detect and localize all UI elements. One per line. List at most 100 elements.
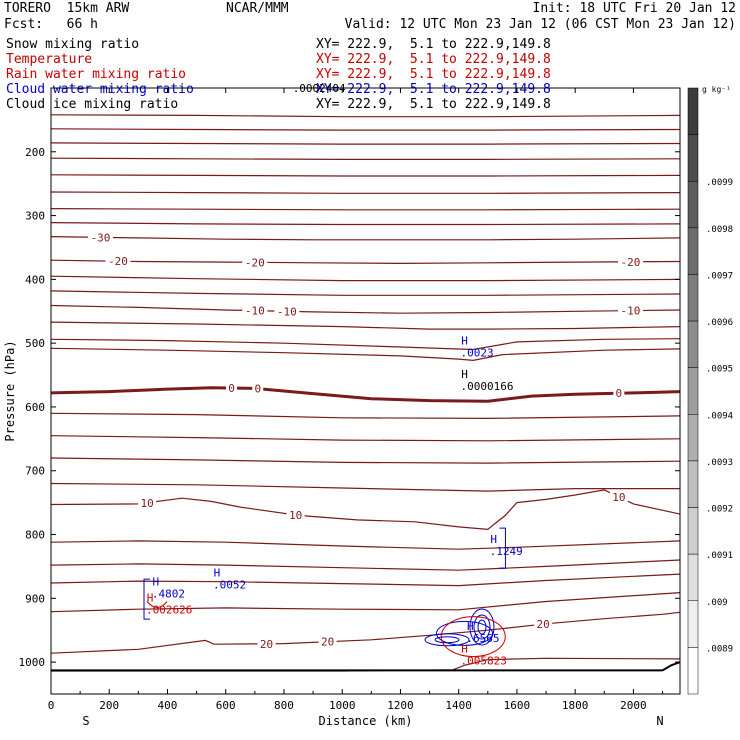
init-time: Init: 18 UTC Fri 20 Jan 12 bbox=[532, 1, 737, 16]
isotherm-line bbox=[50, 386, 681, 403]
y-tick-label: 600 bbox=[25, 401, 45, 414]
maxima-layer: H.0023H.0000166H.1249H.0052H.4802H.00262… bbox=[146, 82, 523, 668]
isotherm-line bbox=[50, 347, 681, 362]
isotherm-line bbox=[50, 540, 681, 550]
isotherm-label: -20 bbox=[108, 255, 128, 268]
colorbar-swatch bbox=[687, 460, 699, 508]
colorbar-label: .0094 bbox=[706, 411, 733, 421]
legend-xy-cloud-ice: XY= 222.9, 5.1 to 222.9,149.8 bbox=[316, 97, 551, 112]
colorbar-label: .0098 bbox=[706, 225, 733, 235]
isotherm-label: 20 bbox=[537, 618, 550, 631]
maximum-marker: H bbox=[461, 643, 468, 656]
y-axis-label: Pressure (hPa) bbox=[3, 340, 17, 441]
maximum-value: .4802 bbox=[152, 588, 185, 601]
x-tick-label: 1000 bbox=[329, 699, 356, 712]
isotherm-line bbox=[50, 457, 681, 464]
colorbar-swatch bbox=[687, 507, 699, 555]
y-tick-label: 400 bbox=[25, 273, 45, 286]
maximum-marker: H bbox=[153, 576, 160, 589]
isotherm-label: -20 bbox=[245, 256, 265, 269]
isotherm-label-mask bbox=[534, 618, 553, 631]
isotherm-line bbox=[50, 142, 681, 145]
isotherm-label: -10 bbox=[621, 305, 641, 318]
y-tick-label: 700 bbox=[25, 465, 45, 478]
maximum-marker: H bbox=[461, 334, 468, 347]
isotherm-label-mask bbox=[252, 382, 264, 395]
legend-label-snow: Snow mixing ratio bbox=[6, 37, 140, 52]
isotherm-line bbox=[50, 611, 681, 654]
legend-xy-cloud-water: XY= 222.9, 5.1 to 222.9,149.8 bbox=[316, 82, 551, 97]
maximum-value: .0052 bbox=[213, 579, 246, 592]
y-tick-label: 200 bbox=[25, 146, 45, 159]
isotherm-label: 20 bbox=[260, 638, 273, 651]
isotherm-label-mask bbox=[257, 637, 276, 650]
y-tick-label: 900 bbox=[25, 592, 45, 605]
isotherm-line bbox=[50, 338, 681, 351]
isotherm-label: 0 bbox=[228, 382, 235, 395]
x-end-label-north: N bbox=[656, 714, 663, 728]
cloud-water-contour bbox=[436, 620, 494, 646]
x-end-label-south: S bbox=[82, 714, 89, 728]
isotherm-line bbox=[50, 222, 681, 226]
isotherm-line bbox=[50, 174, 681, 177]
isotherm-layer: -30 -20 -20 -20 -10 -10 -10 0 0 0 10 10 10 20 20 20 bbox=[50, 114, 681, 672]
colorbar-label: .0097 bbox=[706, 271, 733, 281]
isotherm-label: 0 bbox=[254, 383, 261, 396]
colorbar-label: .009 bbox=[706, 598, 728, 608]
colorbar-swatch bbox=[687, 134, 699, 182]
isotherm-line bbox=[50, 128, 681, 131]
isotherm-label-mask bbox=[609, 490, 628, 503]
isotherm-label-mask bbox=[105, 255, 131, 268]
colorbar-swatch bbox=[687, 600, 699, 648]
terrain-line bbox=[51, 661, 681, 672]
colorbar-swatch bbox=[687, 87, 699, 135]
colorbar-swatch bbox=[687, 367, 699, 415]
colorbar-swatch bbox=[687, 274, 699, 322]
colorbar-swatch bbox=[687, 227, 699, 275]
cloud-water-contour bbox=[469, 608, 495, 646]
isotherm-label: -10 bbox=[277, 305, 297, 318]
maximum-marker: H bbox=[467, 620, 474, 633]
isotherm-label-mask bbox=[88, 231, 114, 244]
isotherm-line bbox=[50, 321, 681, 330]
isotherm-label-mask bbox=[242, 304, 268, 317]
isotherm-line bbox=[50, 559, 681, 571]
isotherm-line bbox=[50, 435, 681, 442]
legend-label-rain: Rain water mixing ratio bbox=[6, 67, 187, 82]
legend-label-cloud-ice: Cloud ice mixing ratio bbox=[6, 97, 179, 112]
maximum-value: .0000166 bbox=[461, 380, 514, 393]
legend-xy-snow: XY= 222.9, 5.1 to 222.9,149.8 bbox=[316, 37, 551, 52]
axes-layer: 0 200 400 600 800 1000 1200 1400 1600 1800 2000200… bbox=[3, 87, 681, 728]
isotherm-label-mask bbox=[286, 508, 305, 521]
cloud-water-contour bbox=[424, 633, 470, 647]
x-tick-label: 1800 bbox=[562, 699, 589, 712]
hydrometeor-contour-layer bbox=[143, 527, 506, 658]
isotherm-label: 20 bbox=[321, 636, 334, 649]
x-tick-label: 800 bbox=[274, 699, 294, 712]
legend-label-temperature: Temperature bbox=[6, 52, 93, 67]
isotherm-line bbox=[50, 259, 681, 265]
cloud-water-contour bbox=[499, 527, 506, 569]
y-tick-label: 800 bbox=[25, 529, 45, 542]
valid-time: Valid: 12 UTC Mon 23 Jan 12 (06 CST Mon … bbox=[344, 17, 736, 32]
cloud-water-contour bbox=[143, 578, 151, 620]
isotherm-label: -30 bbox=[91, 231, 111, 244]
isotherm-label-mask bbox=[613, 387, 625, 400]
x-tick-label: 200 bbox=[99, 699, 119, 712]
x-tick-label: 1600 bbox=[504, 699, 531, 712]
x-axis-label: Distance (km) bbox=[319, 714, 413, 728]
y-tick-label: 500 bbox=[25, 337, 45, 350]
rain-water-contour bbox=[146, 601, 168, 608]
x-tick-label: 600 bbox=[216, 699, 236, 712]
isotherm-label: 10 bbox=[612, 491, 625, 504]
cloud-water-contour bbox=[434, 636, 460, 644]
isotherm-line bbox=[50, 412, 681, 420]
isotherm-label-mask bbox=[138, 496, 157, 509]
y-tick-label: 300 bbox=[25, 210, 45, 223]
maximum-value: .002626 bbox=[146, 604, 192, 617]
maximum-value: .6565 bbox=[466, 632, 499, 645]
forecast-hour: Fcst: 66 h bbox=[4, 17, 98, 32]
isotherm-line bbox=[50, 592, 681, 613]
isotherm-label-mask bbox=[617, 255, 643, 268]
isotherm-label: -10 bbox=[245, 305, 265, 318]
